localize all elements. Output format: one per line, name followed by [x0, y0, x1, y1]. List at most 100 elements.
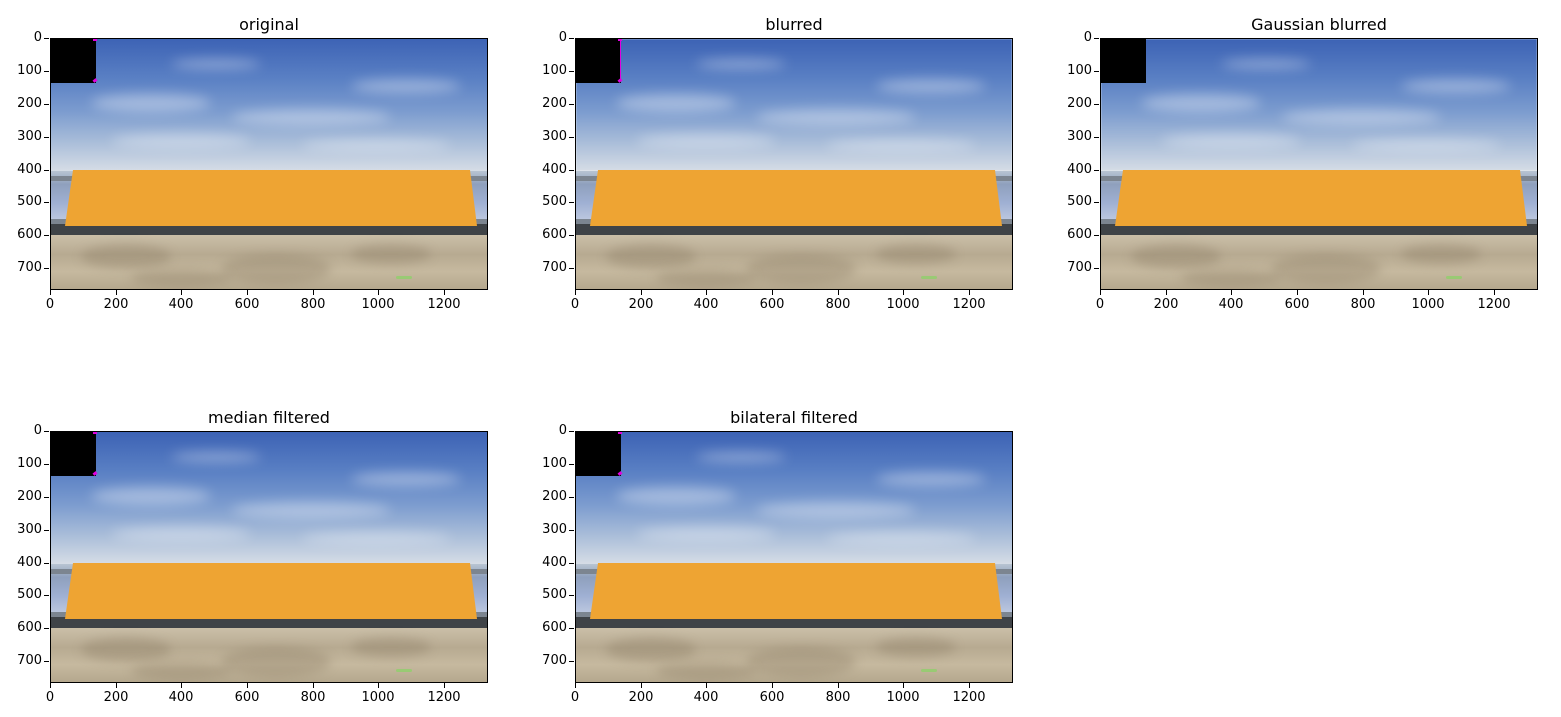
cloud: [636, 134, 776, 148]
image-original: [50, 38, 488, 290]
y-tick: [1094, 104, 1099, 105]
cloud: [91, 94, 211, 112]
x-tick: [838, 683, 839, 688]
cloud: [301, 532, 451, 544]
y-tick: [44, 268, 49, 269]
y-tick-label: 300: [17, 522, 42, 537]
y-tick: [44, 170, 49, 171]
panel-blurred: blurred 0 100 200 300 400 500 600 700 0 200 400 600…: [542, 15, 1013, 312]
ground-patch: [746, 647, 856, 677]
x-tick-label: 600: [1284, 297, 1310, 312]
ground-texture: [51, 235, 487, 289]
road-strip: [51, 224, 487, 235]
magenta-marker-top: [93, 432, 97, 434]
ground-patch: [876, 637, 956, 657]
image-blurred: [575, 38, 1013, 290]
ground-patch: [656, 269, 756, 287]
cloud: [616, 94, 736, 112]
x-tick: [1297, 290, 1298, 295]
ground-texture: [1101, 235, 1537, 289]
y-tick-label: 200: [1067, 96, 1092, 111]
y-tick-label: 400: [17, 555, 42, 570]
y-tick-label: 0: [33, 30, 42, 45]
orange-block: [1115, 170, 1527, 226]
green-marker: [921, 669, 937, 672]
orange-block: [590, 170, 1002, 226]
y-tick-label: 100: [17, 456, 42, 471]
x-tick: [378, 290, 379, 295]
y-tick: [569, 104, 574, 105]
cloud: [756, 109, 916, 125]
black-square: [576, 432, 621, 476]
y-tick-label: 200: [17, 489, 42, 504]
y-tick-label: 300: [17, 129, 42, 144]
cloud: [756, 502, 916, 518]
x-tick-label: 0: [570, 690, 580, 705]
y-tick: [44, 464, 49, 465]
y-tick: [44, 497, 49, 498]
y-tick: [44, 137, 49, 138]
ground-patch: [131, 269, 231, 287]
ground-patch: [1181, 269, 1281, 287]
y-tick: [1094, 38, 1099, 39]
magenta-marker-top: [618, 432, 622, 434]
x-tick-label: 0: [45, 690, 55, 705]
x-tick: [575, 683, 576, 688]
y-tick-label: 500: [542, 194, 567, 209]
y-tick-label: 200: [17, 96, 42, 111]
y-tick-label: 500: [542, 587, 567, 602]
orange-block-shape: [1115, 170, 1527, 226]
panel-title: median filtered: [208, 408, 330, 427]
y-tick: [44, 235, 49, 236]
x-tick-label: 1000: [361, 690, 395, 705]
x-tick-label: 1200: [1477, 297, 1511, 312]
y-tick: [44, 563, 49, 564]
cloud: [1161, 134, 1301, 148]
x-tick: [1231, 290, 1232, 295]
black-square: [576, 39, 621, 83]
orange-block-shape: [65, 563, 477, 619]
green-marker: [1446, 276, 1462, 279]
magenta-marker-top: [618, 39, 622, 41]
green-marker: [921, 276, 937, 279]
x-tick: [706, 683, 707, 688]
x-tick-label: 0: [570, 297, 580, 312]
cloud: [876, 472, 986, 486]
y-tick: [1094, 137, 1099, 138]
y-tick: [44, 202, 49, 203]
x-tick-label: 1000: [886, 297, 920, 312]
x-tick: [181, 290, 182, 295]
x-tick-label: 200: [103, 690, 129, 705]
y-tick: [44, 595, 49, 596]
x-tick: [50, 683, 51, 688]
x-tick: [706, 290, 707, 295]
sky: [51, 432, 487, 564]
x-tick-label: 0: [45, 297, 55, 312]
x-tick: [903, 290, 904, 295]
x-tick-label: 200: [1153, 297, 1179, 312]
y-tick-label: 400: [1067, 162, 1092, 177]
ground-patch: [351, 637, 431, 657]
y-tick-label: 600: [17, 227, 42, 242]
sky: [51, 39, 487, 171]
road-strip: [576, 224, 1012, 235]
y-tick-label: 700: [17, 260, 42, 275]
x-tick-label: 400: [693, 690, 719, 705]
magenta-marker-top: [93, 39, 97, 41]
x-tick: [444, 290, 445, 295]
y-tick: [569, 497, 574, 498]
panel-median-filtered: median filtered 0 100 200 300 400 500 600 700 0 2…: [17, 408, 488, 705]
y-tick-label: 400: [542, 162, 567, 177]
y-tick: [44, 628, 49, 629]
x-tick: [313, 683, 314, 688]
x-tick: [772, 290, 773, 295]
x-tick-label: 1200: [427, 690, 461, 705]
y-tick: [44, 431, 49, 432]
sky: [576, 39, 1012, 171]
x-tick: [444, 683, 445, 688]
x-tick-label: 800: [825, 297, 851, 312]
panel-title: blurred: [765, 15, 823, 34]
x-tick-label: 400: [1218, 297, 1244, 312]
y-tick: [569, 170, 574, 171]
ground-patch: [221, 254, 331, 284]
